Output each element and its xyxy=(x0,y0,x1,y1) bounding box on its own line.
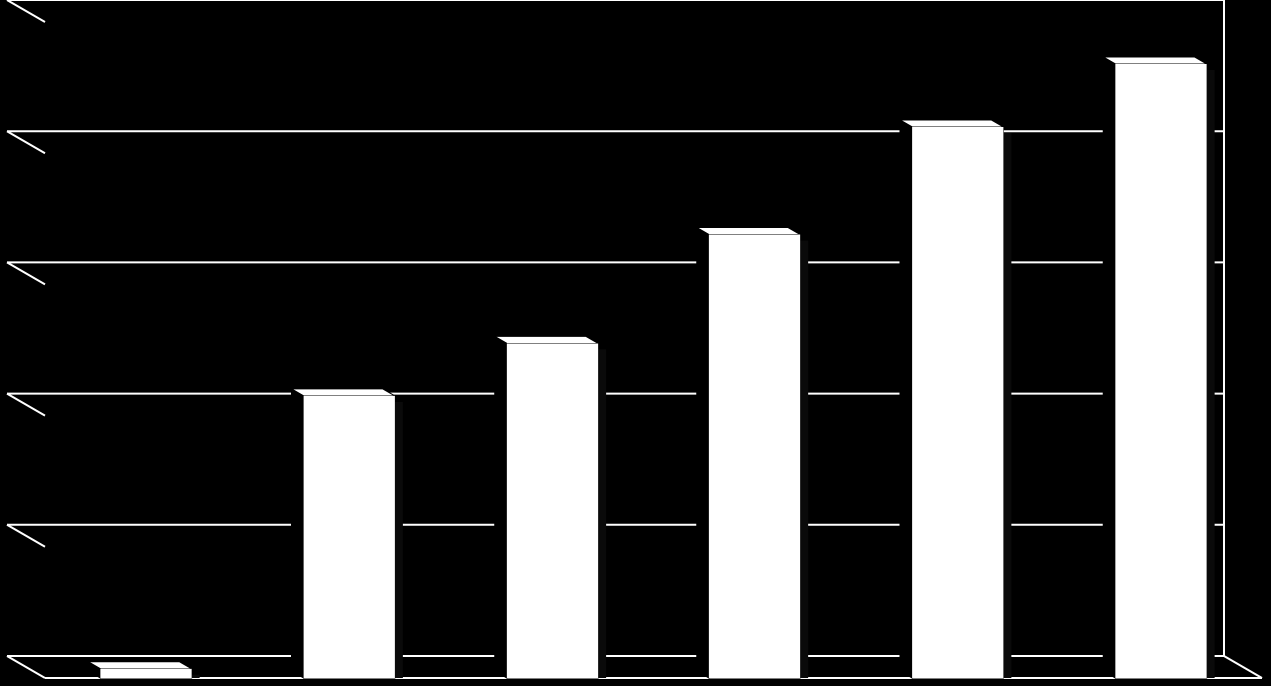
bar-side xyxy=(291,389,303,678)
bar-side xyxy=(1103,57,1115,678)
bar-top xyxy=(291,389,394,396)
bar-shadow xyxy=(1003,133,1011,678)
bar-front xyxy=(304,396,395,678)
bar-front xyxy=(507,343,598,678)
bar-side xyxy=(900,120,912,678)
chart-back-wall xyxy=(7,0,1224,656)
bar-top xyxy=(900,120,1003,127)
bar-top xyxy=(88,662,191,669)
bar-top xyxy=(697,228,800,235)
bar-side xyxy=(495,336,507,678)
bar-front xyxy=(1115,64,1206,678)
bar-front xyxy=(709,235,800,678)
bar-chart-3d xyxy=(0,0,1271,686)
bar-front xyxy=(912,127,1003,678)
bar-side xyxy=(697,228,709,678)
bar-shadow xyxy=(395,402,403,678)
chart-floor xyxy=(7,656,1262,678)
chart-svg xyxy=(0,0,1271,686)
bar-top xyxy=(495,336,598,343)
bar-shadow xyxy=(800,241,808,678)
bar-front xyxy=(100,669,191,678)
bar-shadow xyxy=(192,675,200,678)
bar-top xyxy=(1103,57,1206,64)
bar-shadow xyxy=(1207,70,1215,678)
bar-shadow xyxy=(598,349,606,678)
